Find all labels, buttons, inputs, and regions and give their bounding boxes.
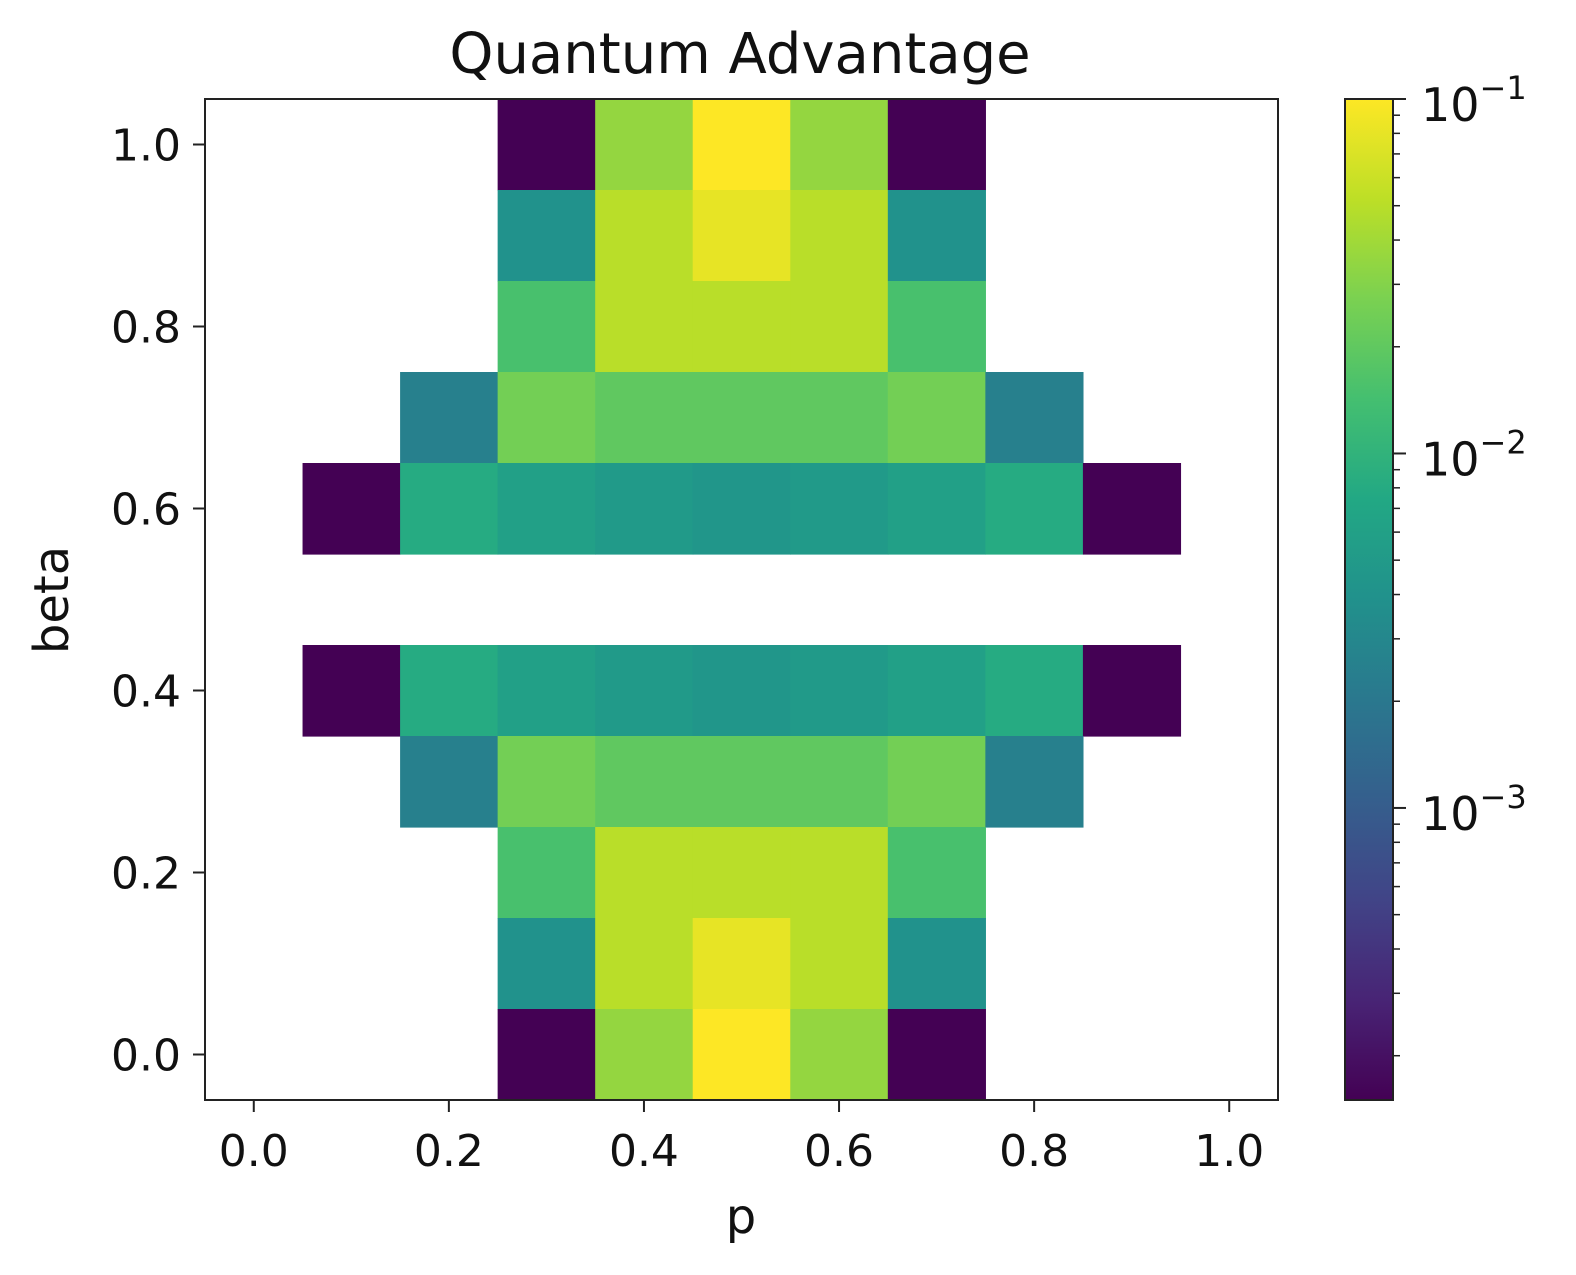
heatmap-cell [887,736,986,828]
heatmap-cell [595,99,694,191]
heatmap-cell [400,736,499,828]
heatmap-cell [887,1009,986,1101]
heatmap-cell [692,281,791,373]
heatmap-cell [790,645,889,737]
heatmap-cell [887,99,986,191]
heatmap-cell [790,736,889,828]
colorbar-ticks: 10−1 10−2 10−3 [1393,69,1527,1057]
heatmap-cell [595,736,694,828]
heatmap-cell [985,372,1084,464]
y-tick-label: 0.2 [111,849,181,900]
x-tick-label: 1.0 [1194,1126,1264,1177]
heatmap-cell [400,463,499,555]
colorbar-gradient [1344,98,1394,1101]
heatmap-cell [790,372,889,464]
heatmap-cells [302,99,1182,1101]
x-tick-label: 0.8 [999,1126,1069,1177]
heatmap-cell [692,918,791,1010]
heatmap-cell [302,645,401,737]
heatmap-cell [692,372,791,464]
heatmap-cell [595,281,694,373]
heatmap-cell [790,827,889,919]
heatmap-cell [595,1009,694,1101]
heatmap-cell [497,918,596,1010]
y-tick-label: 0.4 [111,667,181,718]
heatmap-cell [595,827,694,919]
heatmap-cell [985,645,1084,737]
heatmap-cell [692,463,791,555]
heatmap-cell [497,372,596,464]
heatmap-cell [692,1009,791,1101]
plot-frame [204,98,1279,1101]
y-tick-label: 1.0 [111,121,181,172]
heatmap-cell [595,190,694,282]
heatmap-cell [692,827,791,919]
heatmap-cell [595,645,694,737]
heatmap-cell [887,645,986,737]
heatmap-cell [790,281,889,373]
heatmap-cell [692,99,791,191]
x-tick-label: 0.6 [804,1126,874,1177]
y-axis-ticks: 0.0 0.2 0.4 0.6 0.8 1.0 [111,121,205,1082]
heatmap-cell [1082,463,1182,555]
y-axis-label: beta [24,546,80,654]
heatmap-cell [302,463,401,555]
heatmap-cell [985,463,1084,555]
heatmap-cell [400,645,499,737]
heatmap-cell [595,918,694,1010]
y-tick-label: 0.0 [111,1031,181,1082]
heatmap-cell [887,827,986,919]
heatmap-cell [692,645,791,737]
heatmap-cell [497,99,596,191]
colorbar-tick-label: 10−3 [1421,778,1527,841]
y-tick-label: 0.6 [111,485,181,536]
heatmap-cell [497,827,596,919]
heatmap-cell [497,736,596,828]
x-tick-label: 0.0 [219,1126,289,1177]
colorbar: 10−1 10−2 10−3 [1344,69,1527,1101]
heatmap-cell [790,463,889,555]
x-axis-ticks: 0.0 0.2 0.4 0.6 0.8 1.0 [219,1100,1264,1177]
colorbar-tick-label: 10−1 [1421,69,1527,132]
heatmap-cell [692,736,791,828]
heatmap-cell [790,99,889,191]
heatmap-cell [790,918,889,1010]
heatmap-cell [887,372,986,464]
heatmap-cell [790,190,889,282]
heatmap-cell [790,1009,889,1101]
heatmap-cell [887,918,986,1010]
heatmap-cell [692,190,791,282]
colorbar-tick-label: 10−2 [1421,423,1527,486]
heatmap-cell [497,190,596,282]
heatmap-cell [887,281,986,373]
heatmap-cell [985,736,1084,828]
heatmap-cell [497,645,596,737]
y-tick-label: 0.8 [111,303,181,354]
x-axis-label: p [726,1189,756,1245]
heatmap-cell [595,463,694,555]
heatmap-cell [497,1009,596,1101]
heatmap-cell [497,281,596,373]
x-tick-label: 0.4 [609,1126,679,1177]
plot-area: 0.0 0.2 0.4 0.6 0.8 1.0 0.0 0.2 0.4 0.6 0.8 1.0 [111,98,1279,1177]
heatmap-cell [887,190,986,282]
heatmap-cell [1082,645,1182,737]
heatmap-cell [595,372,694,464]
x-tick-label: 0.2 [414,1126,484,1177]
heatmap-cell [887,463,986,555]
heatmap-cell [497,463,596,555]
heatmap-cell [400,372,499,464]
chart-title: Quantum Advantage [449,22,1030,87]
